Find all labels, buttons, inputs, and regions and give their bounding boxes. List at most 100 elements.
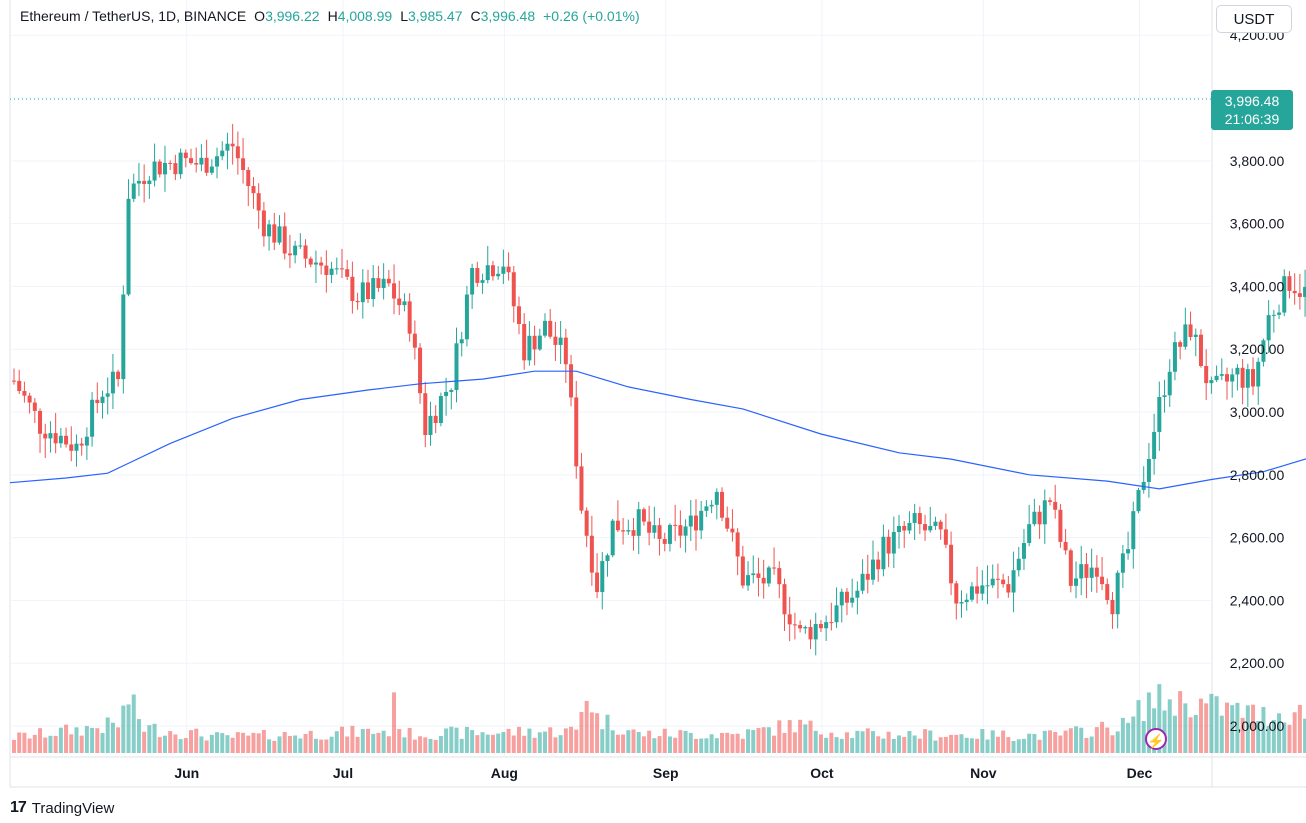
candle-body xyxy=(1068,550,1073,586)
candle-body xyxy=(1282,276,1287,313)
volume-bar xyxy=(329,736,334,753)
candle-body xyxy=(339,268,344,270)
candle-body xyxy=(1100,576,1105,585)
volume-bar xyxy=(886,731,891,753)
volume-bar xyxy=(1053,731,1058,753)
candle-body xyxy=(17,380,22,392)
volume-bar xyxy=(126,704,131,753)
volume-bar xyxy=(162,735,167,753)
volume-bar xyxy=(829,732,834,753)
volume-bar xyxy=(1094,727,1099,753)
candle-body xyxy=(287,253,292,256)
volume-bar xyxy=(1042,730,1047,753)
candle-body xyxy=(772,567,777,569)
candle-body xyxy=(1219,374,1224,376)
volume-bar xyxy=(813,730,818,753)
candle-body xyxy=(657,525,662,539)
price-axis[interactable]: 2,000.00 2,200.00 2,400.00 2,600.00 2,800.00… xyxy=(1230,27,1285,734)
candle-body xyxy=(714,491,719,505)
volume-bar xyxy=(595,713,600,753)
currency-button[interactable]: USDT xyxy=(1216,5,1292,33)
volume-bar xyxy=(798,719,803,753)
volume-bar xyxy=(313,738,318,753)
candle-body xyxy=(673,524,678,526)
volume-bar xyxy=(803,724,808,753)
candle-body xyxy=(1105,584,1110,600)
volume-bar xyxy=(725,732,730,753)
candle-body xyxy=(454,343,459,391)
candle-body xyxy=(376,278,381,288)
candle-body xyxy=(360,282,365,303)
volume-bar xyxy=(839,738,844,753)
candle-body xyxy=(558,337,563,345)
candle-body xyxy=(938,521,943,530)
candle-body xyxy=(985,585,990,587)
candle-body xyxy=(746,575,751,586)
candle-body xyxy=(1063,541,1068,551)
candle-body xyxy=(1089,567,1094,578)
candle-body xyxy=(256,193,261,211)
candle-body xyxy=(27,395,32,403)
volume-bar xyxy=(777,720,782,753)
volume-bar xyxy=(860,731,865,753)
volume-bar xyxy=(1141,720,1146,753)
candle-body xyxy=(1240,367,1245,388)
volume-bar xyxy=(402,737,407,753)
time-tick-label: Jun xyxy=(174,765,199,781)
time-axis[interactable]: Jun Jul Aug Sep Oct Nov Dec xyxy=(174,765,1152,781)
candle-body xyxy=(386,278,391,284)
volume-bar xyxy=(272,740,277,753)
volume-bar xyxy=(631,729,636,753)
volume-bar xyxy=(621,734,626,753)
volume-bar xyxy=(168,731,173,753)
candle-body xyxy=(95,399,100,404)
volume-bar xyxy=(246,735,251,753)
candle-body xyxy=(261,210,266,237)
candle-body xyxy=(64,435,69,445)
volume-bar xyxy=(1193,715,1198,753)
volume-bar xyxy=(756,728,761,753)
candle-body xyxy=(537,335,542,350)
candle-body xyxy=(121,294,126,380)
candle-body xyxy=(423,393,428,435)
volume-bar xyxy=(1074,726,1079,753)
candle-body xyxy=(496,273,501,277)
lightning-icon[interactable]: ⚡ xyxy=(1145,728,1167,750)
candle-body xyxy=(438,396,443,424)
volume-bar xyxy=(53,735,58,753)
candle-body xyxy=(366,282,371,300)
candle-body xyxy=(355,300,360,303)
tradingview-logo[interactable]: 17 TradingView xyxy=(10,799,114,817)
candle-body xyxy=(860,573,865,591)
volume-bar xyxy=(818,734,823,753)
open-value: 3,996.22 xyxy=(265,8,320,24)
volume-bar xyxy=(928,730,933,753)
volume-bar xyxy=(766,727,771,753)
candle-body xyxy=(298,245,303,247)
candle-body xyxy=(74,443,79,451)
candle-body xyxy=(194,163,199,165)
volume-bar xyxy=(1027,733,1032,753)
volume-bar xyxy=(1131,716,1136,753)
volume-bar xyxy=(90,727,95,753)
candle-body xyxy=(1245,369,1250,388)
candle-body xyxy=(189,158,194,164)
volume-bar xyxy=(1167,699,1172,753)
volume-bar xyxy=(1100,721,1105,753)
volume-bar xyxy=(371,733,376,753)
candle-body xyxy=(371,278,376,300)
candle-body xyxy=(12,380,16,382)
symbol-title[interactable]: Ethereum / TetherUS, 1D, BINANCE xyxy=(20,8,247,24)
volume-bar xyxy=(438,735,443,753)
volume-bar xyxy=(699,738,704,753)
candle-body xyxy=(142,180,147,184)
candle-body xyxy=(704,506,709,511)
candle-body xyxy=(850,597,855,603)
volume-bar xyxy=(1146,692,1151,753)
volume-bar xyxy=(563,728,568,753)
volume-bar xyxy=(38,728,43,753)
volume-bar xyxy=(230,737,235,753)
candle-body xyxy=(110,371,115,394)
time-tick-label: Sep xyxy=(653,765,679,781)
